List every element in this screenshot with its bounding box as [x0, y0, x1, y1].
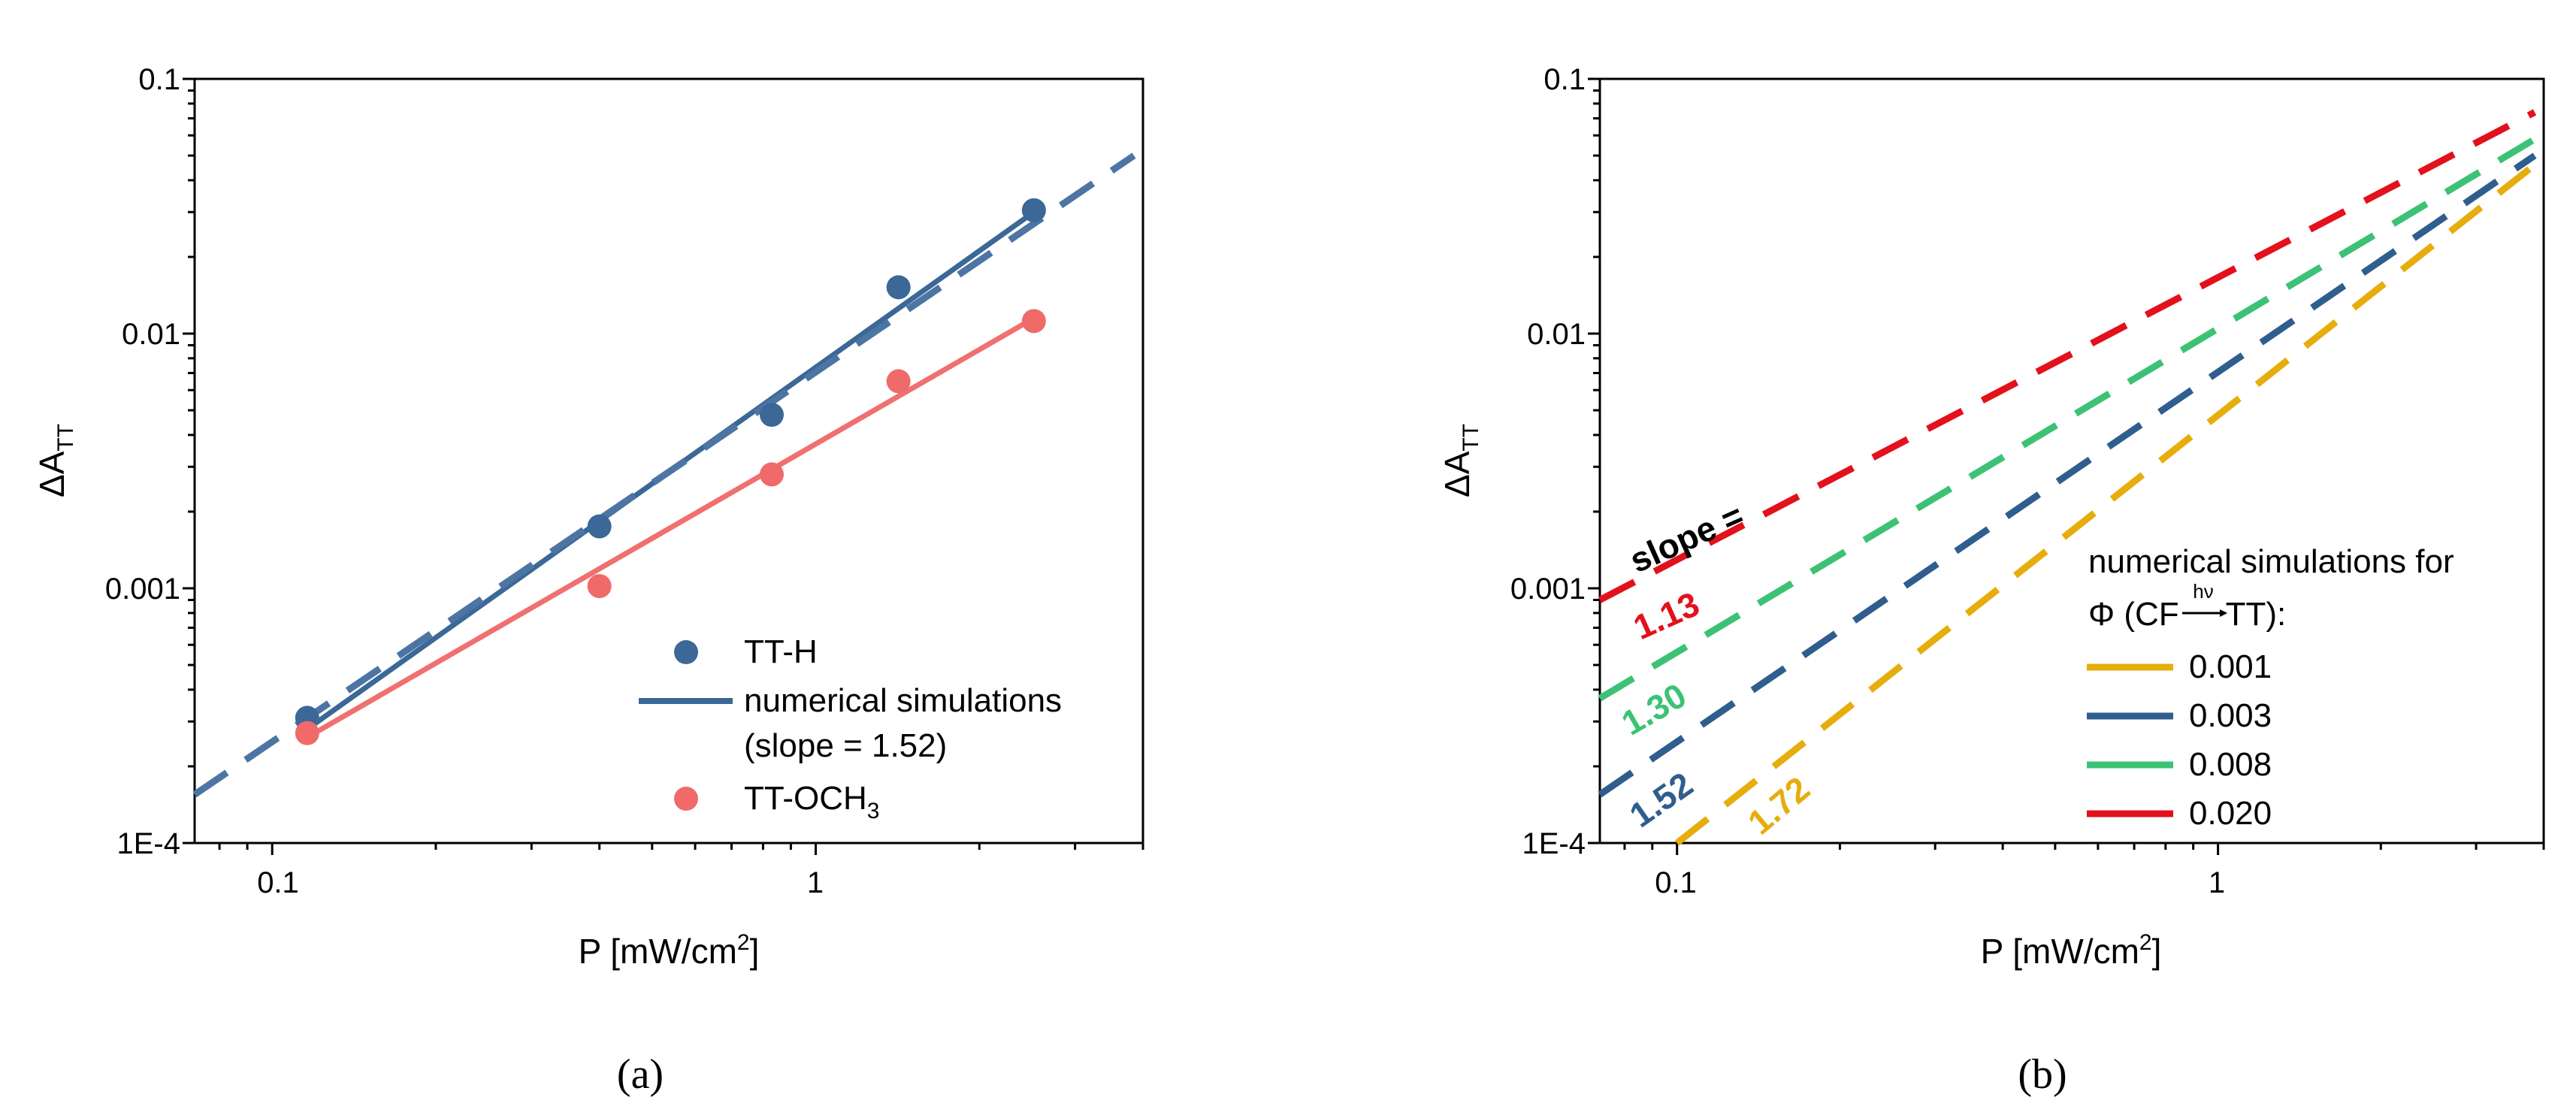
data-point-tt-h-3	[886, 275, 911, 300]
data-point-tt-h-1	[587, 514, 612, 539]
data-point-tt-och3-2	[759, 462, 784, 487]
x-axis-title-a: P [mW/cm2]	[579, 930, 760, 971]
panel-label-a: (a)	[617, 1051, 664, 1098]
data-point-tt-och3-1	[587, 574, 612, 599]
data-point-tt-h-2	[759, 403, 784, 428]
legend-marker-tt-och3	[674, 787, 698, 811]
y-axis-title-a: ΔATT	[32, 424, 78, 497]
legend-arrow-label: hν	[2193, 580, 2213, 603]
axis-ticks-b	[1588, 77, 2545, 855]
x-tick-label-b-0.1: 0.1	[1655, 866, 1697, 899]
x-tick-label-1: 1	[807, 866, 824, 899]
plot-frame-a	[193, 77, 1144, 845]
chart-panel-b: 0.1 1 1E-4 0.001 0.01 0.1 P [mW/cm2] ΔAT…	[1438, 63, 2545, 1098]
legend-label-0.001: 0.001	[2189, 648, 2272, 685]
sim-dashed-line-a	[192, 153, 1136, 798]
axis-ticks-a	[183, 77, 1144, 855]
sim-line-phi-0.003	[1598, 153, 2537, 798]
sim-line-phi-0.008	[1598, 136, 2537, 702]
fit-line-4	[306, 316, 1036, 740]
legend-label-sim: numerical simulations	[744, 682, 1062, 719]
data-point-tt-och3-3	[886, 369, 911, 394]
y-tick-label-b-0.1: 0.1	[1543, 63, 1586, 96]
series-points-a	[295, 198, 1046, 745]
y-tick-label-b-1e-4: 1E-4	[1522, 827, 1586, 860]
legend-marker-tt-h	[674, 640, 698, 664]
panel-label-b: (b)	[2018, 1051, 2067, 1098]
data-point-tt-h-4	[1021, 198, 1046, 222]
legend-label-0.003: 0.003	[2189, 697, 2272, 734]
annotation-slope-1.52: 1.52	[1622, 764, 1700, 835]
x-tick-label-0.1: 0.1	[257, 866, 299, 899]
legend-b: numerical simulations for Φ (CF TT): hν 0…	[2087, 543, 2454, 832]
sim-line-phi-0.020	[1598, 109, 2537, 603]
y-tick-label-0.1: 0.1	[138, 63, 180, 96]
y-axis-title-b: ΔATT	[1438, 424, 1483, 497]
legend-label-slope: (slope = 1.52)	[744, 727, 947, 764]
annotation-slope-1.13: 1.13	[1628, 584, 1705, 647]
data-point-tt-och3-4	[1021, 309, 1046, 334]
y-tick-label-0.001: 0.001	[105, 573, 180, 606]
plot-frame-b	[1598, 77, 2545, 845]
legend-a: TT-H numerical simulations (slope = 1.52…	[639, 633, 1062, 823]
legend-label-0.020: 0.020	[2189, 795, 2272, 832]
legend-label-0.008: 0.008	[2189, 746, 2272, 783]
y-tick-label-b-0.001: 0.001	[1510, 573, 1586, 606]
x-axis-title-b: P [mW/cm2]	[1981, 930, 2162, 971]
annotation-slope-prefix: slope =	[1624, 496, 1749, 580]
legend-label-tt-h: TT-H	[744, 633, 818, 670]
x-tick-label-b-1: 1	[2209, 866, 2225, 899]
series-lines-a	[192, 153, 1136, 798]
chart-panel-a: 0.1 1 1E-4 0.001 0.01 0.1 P [mW/cm2] ΔAT…	[32, 63, 1144, 1098]
data-point-tt-och3-0	[295, 721, 319, 745]
y-tick-label-1e-4: 1E-4	[117, 827, 181, 860]
y-tick-label-0.01: 0.01	[122, 318, 180, 351]
series-lines-b	[1598, 109, 2537, 846]
legend-title-b: numerical simulations for	[2088, 543, 2454, 580]
legend-label-tt-och3: TT-OCH3	[744, 780, 879, 823]
sim-line-phi-0.001	[1674, 162, 2537, 846]
y-tick-label-b-0.01: 0.01	[1527, 318, 1586, 351]
